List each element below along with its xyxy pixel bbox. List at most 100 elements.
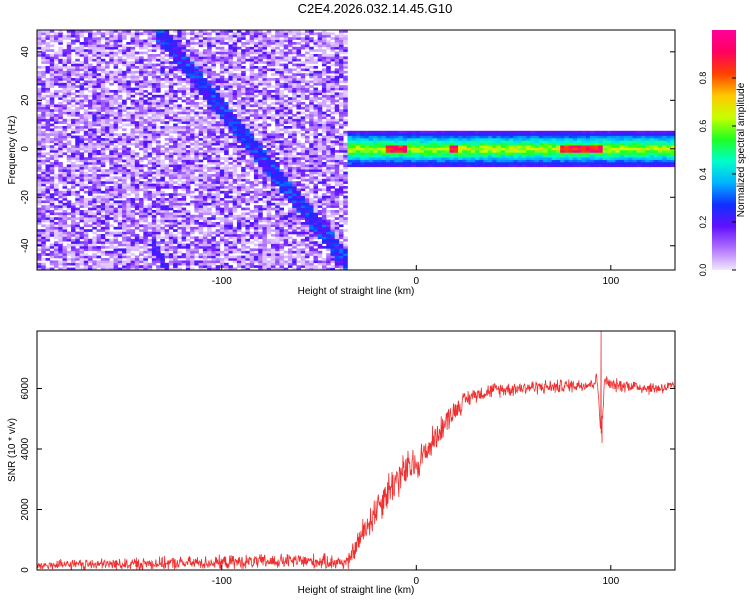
spectrogram-cell [215,234,221,237]
spectrogram-cell [262,190,267,194]
spectrogram-cell [66,46,72,50]
spectrogram-cell [156,32,161,36]
spectrogram-cell [130,99,136,103]
spectrogram-cell [143,171,148,175]
spectrogram-cell [194,56,199,60]
spectrogram-cell [75,66,80,69]
spectrogram-cell [147,73,153,76]
spectrogram-cell [109,133,114,136]
spectrogram-cell [262,61,267,64]
spectrogram-cell [45,111,51,115]
spectrogram-cell [139,229,144,232]
spectrogram-cell [202,68,208,72]
spectrogram-cell [100,126,106,129]
spectrogram-cell [37,126,42,129]
spectrogram-cell [253,73,259,76]
spectrogram-cell [62,82,68,86]
spectrogram-cell [156,75,161,79]
spectrogram-cell [185,255,191,259]
spectrogram-cell [100,250,106,254]
spectrogram-cell [168,205,174,208]
spectrogram-cell [113,253,119,256]
spectrogram-cell [241,250,246,254]
spectrogram-cell [122,152,127,156]
spectrogram-cell [224,193,229,196]
spectrogram-cell [283,56,289,60]
spectrogram-cell [126,66,131,69]
spectrogram-cell [287,51,293,55]
spectrogram-cell [258,190,263,194]
spectrogram-cell [54,250,59,254]
spectrogram-cell [236,78,242,81]
spectrogram-cell [54,162,59,165]
spectrogram-cell [164,90,170,93]
spectrogram-cell [143,73,148,76]
spectrogram-cell [228,121,233,124]
spectrogram-cell [71,49,76,52]
spectrogram-cell [270,114,276,117]
spectrogram-cell [181,157,187,160]
figure-title: C2E4.2026.032.14.45.G10 [297,1,453,16]
spectrogram-cell [168,87,174,91]
spectrogram-cell [130,116,136,120]
spectrogram-cell [134,152,140,156]
spectrogram-cell [279,34,284,38]
spectrogram-cell [83,147,89,151]
spectrogram-cell [41,176,46,180]
spectrogram-cell [41,183,46,187]
spectrogram-cell [228,99,233,103]
spectrogram-cell [109,186,114,189]
spectrogram-cell [83,104,89,108]
spectrogram-cell [122,202,127,206]
spectrogram-cell [168,193,174,196]
spectrogram-cell [198,82,204,86]
spectrogram-cell [253,219,259,223]
spectrogram-cell [262,49,267,52]
spectrogram-cell [75,193,80,196]
spectrogram-cell [79,229,85,232]
spectrogram-cell [117,178,123,182]
spectrogram-cell [219,106,225,110]
spectrogram-cell [143,66,148,69]
spectrogram-cell [109,190,114,194]
spectrogram-cell [253,236,259,240]
spectrogram-cell [164,154,170,158]
spectrogram-cell [49,169,55,172]
spectrogram-cell [126,250,131,254]
spectrogram-cell [236,37,242,40]
spectrogram-cell [130,219,136,223]
spectrogram-cell [287,140,293,144]
spectrogram-cell [139,56,144,60]
spectrogram-cell [168,111,174,115]
spectrogram-cell [181,116,187,120]
spectrogram-cell [207,207,212,211]
spectrogram-cell [79,99,85,103]
spectrogram-cell [262,128,267,132]
spectrogram-cell [249,152,255,156]
spectrogram-cell [164,181,170,184]
spectrogram-cell [92,195,97,199]
spectrogram-cell [190,90,195,93]
spectrogram-cell [143,210,148,213]
spectrogram-cell [185,118,191,122]
spectrogram-cell [113,183,119,187]
spectrogram-cell [156,111,161,115]
spectrogram-cell [173,169,178,172]
spectrogram-cell [292,267,297,270]
spectrogram-cell [211,186,216,189]
spectrogram-cell [160,226,165,230]
spectrogram-cell [126,164,131,168]
spectrogram-cell [207,140,212,144]
spectrogram-cell [130,164,136,168]
spectrogram-cell [198,73,204,76]
spectrogram-cell [241,241,246,244]
spectrogram-cell [283,39,289,43]
spectrogram-cell [232,90,238,93]
spectrogram-cell [79,241,85,244]
spectrogram-cell [96,135,102,139]
spectrogram-cell [160,162,165,165]
spectrogram-cell [151,231,157,235]
spectrogram-cell [173,142,178,146]
spectrogram-cell [270,255,276,259]
spectrogram-cell [262,154,267,158]
